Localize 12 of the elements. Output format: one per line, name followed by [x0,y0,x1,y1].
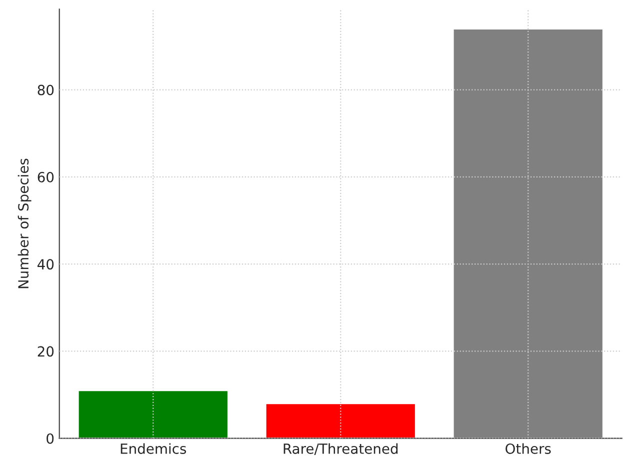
y-tick-label: 20 [38,346,54,357]
y-axis-title: Number of Species [18,158,32,288]
bar [452,28,604,438]
y-tick-label: 60 [38,172,54,182]
y-tick-label: 40 [38,259,54,270]
x-tick-label: Rare/Threatened [284,443,398,456]
bar [264,402,416,438]
bar [77,390,229,438]
y-tick-label: 80 [38,84,54,96]
x-tick-label: Endemics [120,443,186,454]
y-tick-label: 0 [46,433,54,444]
x-tick-label: Others [506,443,551,454]
